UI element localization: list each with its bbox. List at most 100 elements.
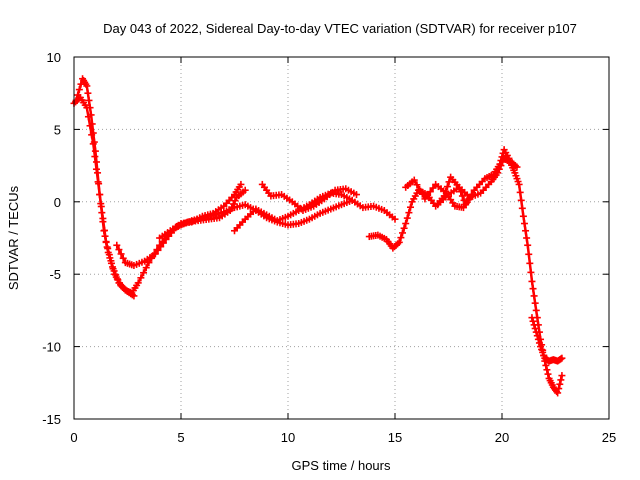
data-point <box>103 243 111 251</box>
data-point <box>518 204 526 212</box>
data-point <box>237 180 245 188</box>
data-point <box>462 199 470 207</box>
data-point <box>87 111 95 119</box>
data-point <box>84 89 92 97</box>
data-point <box>106 254 114 262</box>
data-point <box>410 176 418 184</box>
data-point <box>115 246 123 254</box>
y-axis-label: SDTVAR / TECUs <box>6 185 21 290</box>
data-point <box>529 317 537 325</box>
data-point <box>134 279 142 287</box>
data-point <box>531 299 539 307</box>
series-track-9 <box>434 154 566 397</box>
data-point <box>117 250 125 258</box>
data-point <box>426 188 434 196</box>
data-point <box>555 385 563 393</box>
y-tick-label: -10 <box>42 340 61 355</box>
data-point <box>154 246 162 254</box>
data-point <box>497 162 505 170</box>
data-point <box>99 218 107 226</box>
data-point <box>91 147 99 155</box>
data-point <box>90 138 98 146</box>
data-point <box>532 306 540 314</box>
data-point <box>542 361 550 369</box>
data-point <box>241 186 249 194</box>
data-point <box>400 224 408 232</box>
series-track-10 <box>528 314 566 365</box>
data-point <box>522 227 530 235</box>
data-point <box>515 180 523 188</box>
data-point <box>494 169 502 177</box>
data-point <box>413 181 421 189</box>
plot-frame <box>73 56 610 420</box>
data-point <box>85 96 93 104</box>
data-point <box>459 204 467 212</box>
data-point <box>402 220 410 228</box>
x-tick-label: 25 <box>602 430 616 445</box>
data-point <box>405 209 413 217</box>
data-point <box>100 227 108 235</box>
data-point <box>520 220 528 228</box>
data-point <box>418 190 426 198</box>
data-point <box>530 321 538 329</box>
data-point <box>528 277 536 285</box>
data-point <box>151 250 159 258</box>
data-point <box>527 268 535 276</box>
data-point <box>554 389 562 397</box>
data-point <box>403 214 411 222</box>
data-point <box>140 269 148 277</box>
data-series <box>70 75 566 397</box>
data-point <box>101 232 109 240</box>
data-point <box>416 185 424 193</box>
data-point <box>558 372 566 380</box>
data-point <box>391 215 399 223</box>
grid <box>74 57 609 419</box>
data-point <box>528 314 536 322</box>
data-point <box>107 259 115 267</box>
data-point <box>102 238 110 246</box>
data-point <box>86 104 94 112</box>
data-point <box>157 243 165 251</box>
series-track-6 <box>258 180 360 214</box>
data-point <box>159 239 167 247</box>
data-point <box>516 188 524 196</box>
data-point <box>531 325 539 332</box>
data-point <box>88 120 96 128</box>
data-point <box>421 195 429 203</box>
data-point <box>75 86 83 94</box>
data-point <box>534 335 542 343</box>
data-point <box>529 285 537 293</box>
data-point <box>530 292 538 300</box>
series-track-2 <box>72 75 138 300</box>
data-point <box>533 332 541 340</box>
chart-title: Day 043 of 2022, Sidereal Day-to-day VTE… <box>103 21 577 36</box>
data-point <box>544 370 552 378</box>
x-tick-label: 5 <box>177 430 184 445</box>
data-point <box>535 339 543 347</box>
data-point <box>74 91 82 99</box>
data-point <box>130 292 138 300</box>
data-point <box>142 264 150 272</box>
data-point <box>98 209 106 217</box>
y-tick-label: -15 <box>42 412 61 427</box>
y-tick-label: 10 <box>47 50 61 65</box>
y-tick-label: 0 <box>54 195 61 210</box>
data-point <box>94 169 102 177</box>
data-point <box>517 196 525 204</box>
data-point <box>352 191 360 199</box>
x-tick-label: 10 <box>281 430 295 445</box>
data-point <box>104 248 112 256</box>
data-point <box>95 180 103 188</box>
data-point <box>83 82 91 90</box>
data-point <box>443 183 451 191</box>
data-point <box>137 274 145 282</box>
data-point <box>523 234 531 242</box>
data-point <box>429 184 437 192</box>
data-point <box>558 354 566 362</box>
series-track-4 <box>156 196 356 242</box>
y-tick-label: 5 <box>54 122 61 137</box>
data-point <box>424 191 432 199</box>
data-point <box>109 265 117 273</box>
y-tick-label: -5 <box>49 267 61 282</box>
